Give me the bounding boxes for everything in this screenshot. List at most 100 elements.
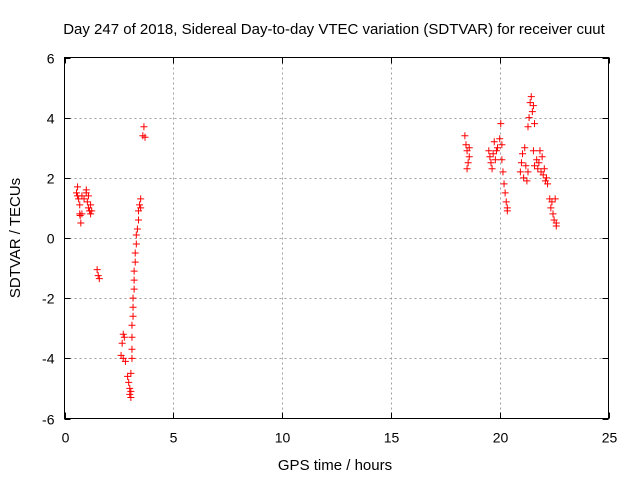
y-tick-labels: -6 -4 -2 0 2 4 6	[42, 51, 55, 428]
data-point	[88, 207, 96, 215]
data-point	[133, 225, 141, 233]
data-point	[527, 93, 535, 101]
grid	[64, 57, 609, 419]
data-point	[491, 156, 499, 164]
data-point	[128, 354, 136, 362]
data-point	[77, 219, 85, 227]
data-point	[80, 195, 88, 203]
x-tick-label: 10	[275, 430, 291, 446]
data-point	[487, 159, 495, 167]
data-point	[130, 276, 138, 284]
x-tick-label: 25	[602, 430, 618, 446]
data-point	[548, 198, 556, 206]
data-point	[464, 159, 472, 167]
data-point	[528, 108, 536, 116]
data-point	[95, 275, 103, 283]
data-point	[141, 133, 149, 141]
data-point	[128, 345, 136, 353]
chart-title: Day 247 of 2018, Sidereal Day-to-day VTE…	[63, 21, 605, 38]
data-point	[500, 180, 508, 188]
y-tick-label: 0	[47, 231, 55, 247]
x-tick-label: 15	[384, 430, 400, 446]
data-point	[535, 159, 543, 167]
data-point	[485, 147, 493, 155]
data-point	[502, 198, 510, 206]
data-point	[547, 204, 555, 212]
data-point	[137, 204, 145, 212]
data-points	[72, 93, 560, 401]
data-point	[94, 272, 102, 280]
y-tick-label: 6	[47, 51, 55, 67]
data-point	[531, 162, 539, 170]
data-point	[83, 198, 91, 206]
data-point	[126, 390, 134, 398]
y-tick-label: 4	[47, 111, 55, 127]
data-point	[134, 216, 142, 224]
data-point	[496, 135, 504, 143]
data-point	[78, 210, 86, 218]
data-point	[127, 369, 135, 377]
data-point	[552, 222, 560, 230]
data-point	[129, 294, 137, 302]
data-point	[93, 266, 101, 274]
data-point	[140, 123, 148, 131]
data-point	[137, 195, 145, 203]
data-point	[544, 180, 552, 188]
data-point	[136, 201, 144, 209]
data-point	[529, 102, 537, 110]
data-point	[488, 165, 496, 173]
data-point	[87, 210, 95, 218]
x-tick-label: 0	[62, 430, 70, 446]
x-tick-label: 5	[170, 430, 178, 446]
data-point	[516, 168, 524, 176]
data-point	[529, 147, 537, 155]
data-point	[84, 192, 92, 200]
data-point	[519, 150, 527, 158]
data-point	[492, 147, 500, 155]
data-point	[465, 144, 473, 152]
data-point	[524, 168, 532, 176]
data-point	[494, 144, 502, 152]
data-point	[551, 195, 559, 203]
data-point	[120, 333, 128, 341]
data-point	[131, 249, 139, 257]
y-tick-label: -4	[42, 351, 55, 367]
data-point	[76, 201, 84, 209]
data-point	[538, 153, 546, 161]
data-point	[526, 99, 534, 107]
data-point	[540, 165, 548, 173]
data-point	[72, 189, 80, 197]
data-point	[126, 384, 134, 392]
data-point	[87, 201, 95, 209]
data-point	[539, 171, 547, 179]
y-tick-label: -2	[42, 291, 55, 307]
data-point	[536, 147, 544, 155]
data-point	[499, 168, 507, 176]
x-tick-labels: 0 5 10 15 20 25	[62, 430, 618, 446]
data-point	[463, 165, 471, 173]
data-point	[132, 231, 140, 239]
y-tick-label: 2	[47, 171, 55, 187]
data-point	[523, 177, 531, 185]
data-point	[129, 312, 137, 320]
x-tick-label: 20	[493, 430, 509, 446]
data-point	[549, 210, 557, 218]
data-point	[131, 258, 139, 266]
data-point	[128, 333, 136, 341]
data-point	[119, 330, 127, 338]
data-point	[521, 144, 529, 152]
data-point	[121, 357, 129, 365]
data-point	[129, 303, 137, 311]
data-point	[118, 339, 126, 347]
data-point	[127, 393, 135, 401]
data-point	[531, 120, 539, 128]
data-point	[524, 123, 532, 131]
data-point	[522, 162, 530, 170]
data-point	[498, 141, 506, 149]
data-point	[465, 153, 473, 161]
data-point	[490, 138, 498, 146]
data-point	[462, 141, 470, 149]
data-point	[130, 285, 138, 293]
data-point	[489, 150, 497, 158]
